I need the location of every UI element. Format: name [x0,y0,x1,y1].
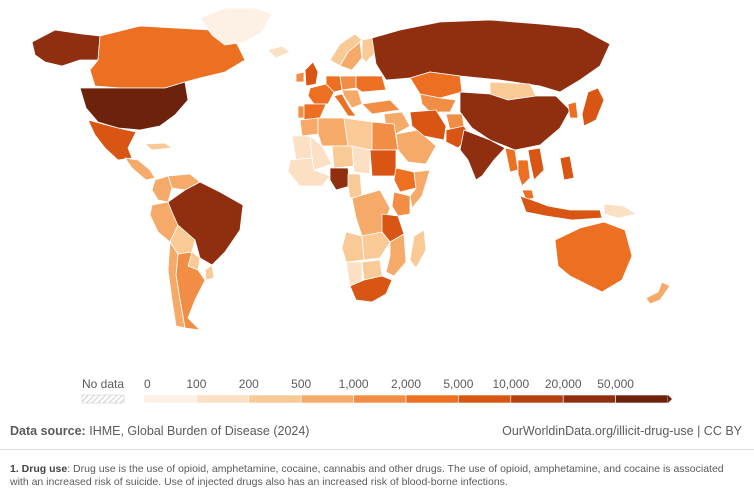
footnote-label: 1. Drug use [10,463,68,475]
legend-tick-label: 50,000 [597,377,634,391]
region-australia[interactable] [554,221,633,293]
region-morocco[interactable] [299,117,319,137]
legend-bin[interactable] [615,394,669,404]
data-source-label: Data source: [10,424,86,438]
legend-tick-label: 5,000 [443,377,473,391]
region-papua-new-guinea[interactable] [603,203,637,219]
region-central-asia[interactable] [419,93,457,113]
region-united-states[interactable] [79,81,189,131]
footnote: 1. Drug use: Drug use is the use of opio… [10,463,742,489]
region-mexico[interactable] [87,119,137,161]
region-egypt[interactable] [371,121,399,151]
legend-tick-label: 10,000 [492,377,529,391]
region-balkans[interactable] [341,89,363,109]
region-thailand[interactable] [517,159,531,187]
legend-tick-label: 2,000 [391,377,421,391]
region-uruguay[interactable] [204,264,215,281]
region-sweden[interactable] [339,41,363,71]
region-germany[interactable] [325,75,343,93]
region-italy[interactable] [333,93,357,117]
region-chile[interactable] [167,241,186,329]
no-data-label: No data [82,377,124,391]
legend-tick-label: 1,000 [339,377,369,391]
data-source: Data source: IHME, Global Burden of Dise… [10,424,309,438]
legend-arrow [668,395,672,403]
region-finland[interactable] [361,37,377,63]
region-mali[interactable] [309,135,333,171]
map-legend: No data 0 100 200 500 1,000 2,000 5,000 10,000 2… [81,377,672,404]
region-china[interactable] [459,91,571,151]
region-indonesia[interactable] [519,195,603,221]
region-alaska[interactable] [31,29,101,67]
legend-bin[interactable] [562,394,616,404]
legend-tick-label: 20,000 [545,377,582,391]
region-india[interactable] [459,129,506,181]
region-ireland[interactable] [295,71,305,83]
region-greenland[interactable] [199,7,273,46]
region-angola[interactable] [341,231,365,263]
region-somalia[interactable] [409,169,431,209]
region-japan[interactable] [581,87,605,127]
region-west-africa[interactable] [287,157,331,187]
region-iceland[interactable] [267,45,291,59]
region-algeria[interactable] [317,117,349,147]
region-russia[interactable] [371,19,611,93]
region-zambia[interactable] [361,231,391,261]
world-map [31,7,671,331]
region-kenya[interactable] [391,191,411,217]
legend-bin[interactable] [248,394,302,404]
region-philippines[interactable] [559,155,575,181]
region-nigeria[interactable] [329,167,351,191]
region-canada[interactable] [89,25,246,89]
region-colombia[interactable] [151,175,173,203]
region-iran[interactable] [409,109,447,141]
legend-tick-label: 100 [186,377,206,391]
region-new-zealand[interactable] [645,281,671,305]
legend-bin[interactable] [510,394,564,404]
region-ethiopia[interactable] [393,167,417,193]
legend-bin[interactable] [405,394,459,404]
region-mauritania[interactable] [291,135,313,161]
region-poland[interactable] [339,75,357,91]
legend-tick-label: 500 [291,377,311,391]
region-myanmar[interactable] [504,147,519,173]
legend-bin[interactable] [196,394,250,404]
legend-bin[interactable] [353,394,407,404]
region-sudan[interactable] [369,149,397,177]
legend-bin[interactable] [458,394,512,404]
region-turkey[interactable] [361,99,401,115]
region-madagascar[interactable] [409,229,427,269]
region-korea[interactable] [567,101,579,119]
credit-link[interactable]: OurWorldinData.org/illicit-drug-use | CC… [502,424,742,438]
region-cuba[interactable] [144,142,173,151]
region-chad[interactable] [351,145,371,175]
region-libya[interactable] [343,117,373,151]
region-kazakhstan[interactable] [409,71,463,99]
region-cameroon[interactable] [347,173,363,199]
footnote-text: : Drug use is the use of opioid, ampheta… [10,463,724,488]
legend-tick-label: 200 [239,377,259,391]
region-portugal[interactable] [297,105,305,119]
region-united-kingdom[interactable] [304,61,319,87]
region-central-america[interactable] [124,157,156,181]
data-source-text: IHME, Global Burden of Disease (2024) [89,424,310,438]
region-south-africa[interactable] [349,275,393,303]
legend-bin[interactable] [143,394,197,404]
no-data-swatch [81,394,125,404]
legend-tick-label: 0 [144,377,151,391]
region-mozambique[interactable] [385,233,407,277]
divider [0,449,754,450]
region-ukraine[interactable] [355,75,387,93]
region-vietnam[interactable] [527,147,545,181]
legend-bin[interactable] [300,394,354,404]
region-niger[interactable] [331,145,355,169]
